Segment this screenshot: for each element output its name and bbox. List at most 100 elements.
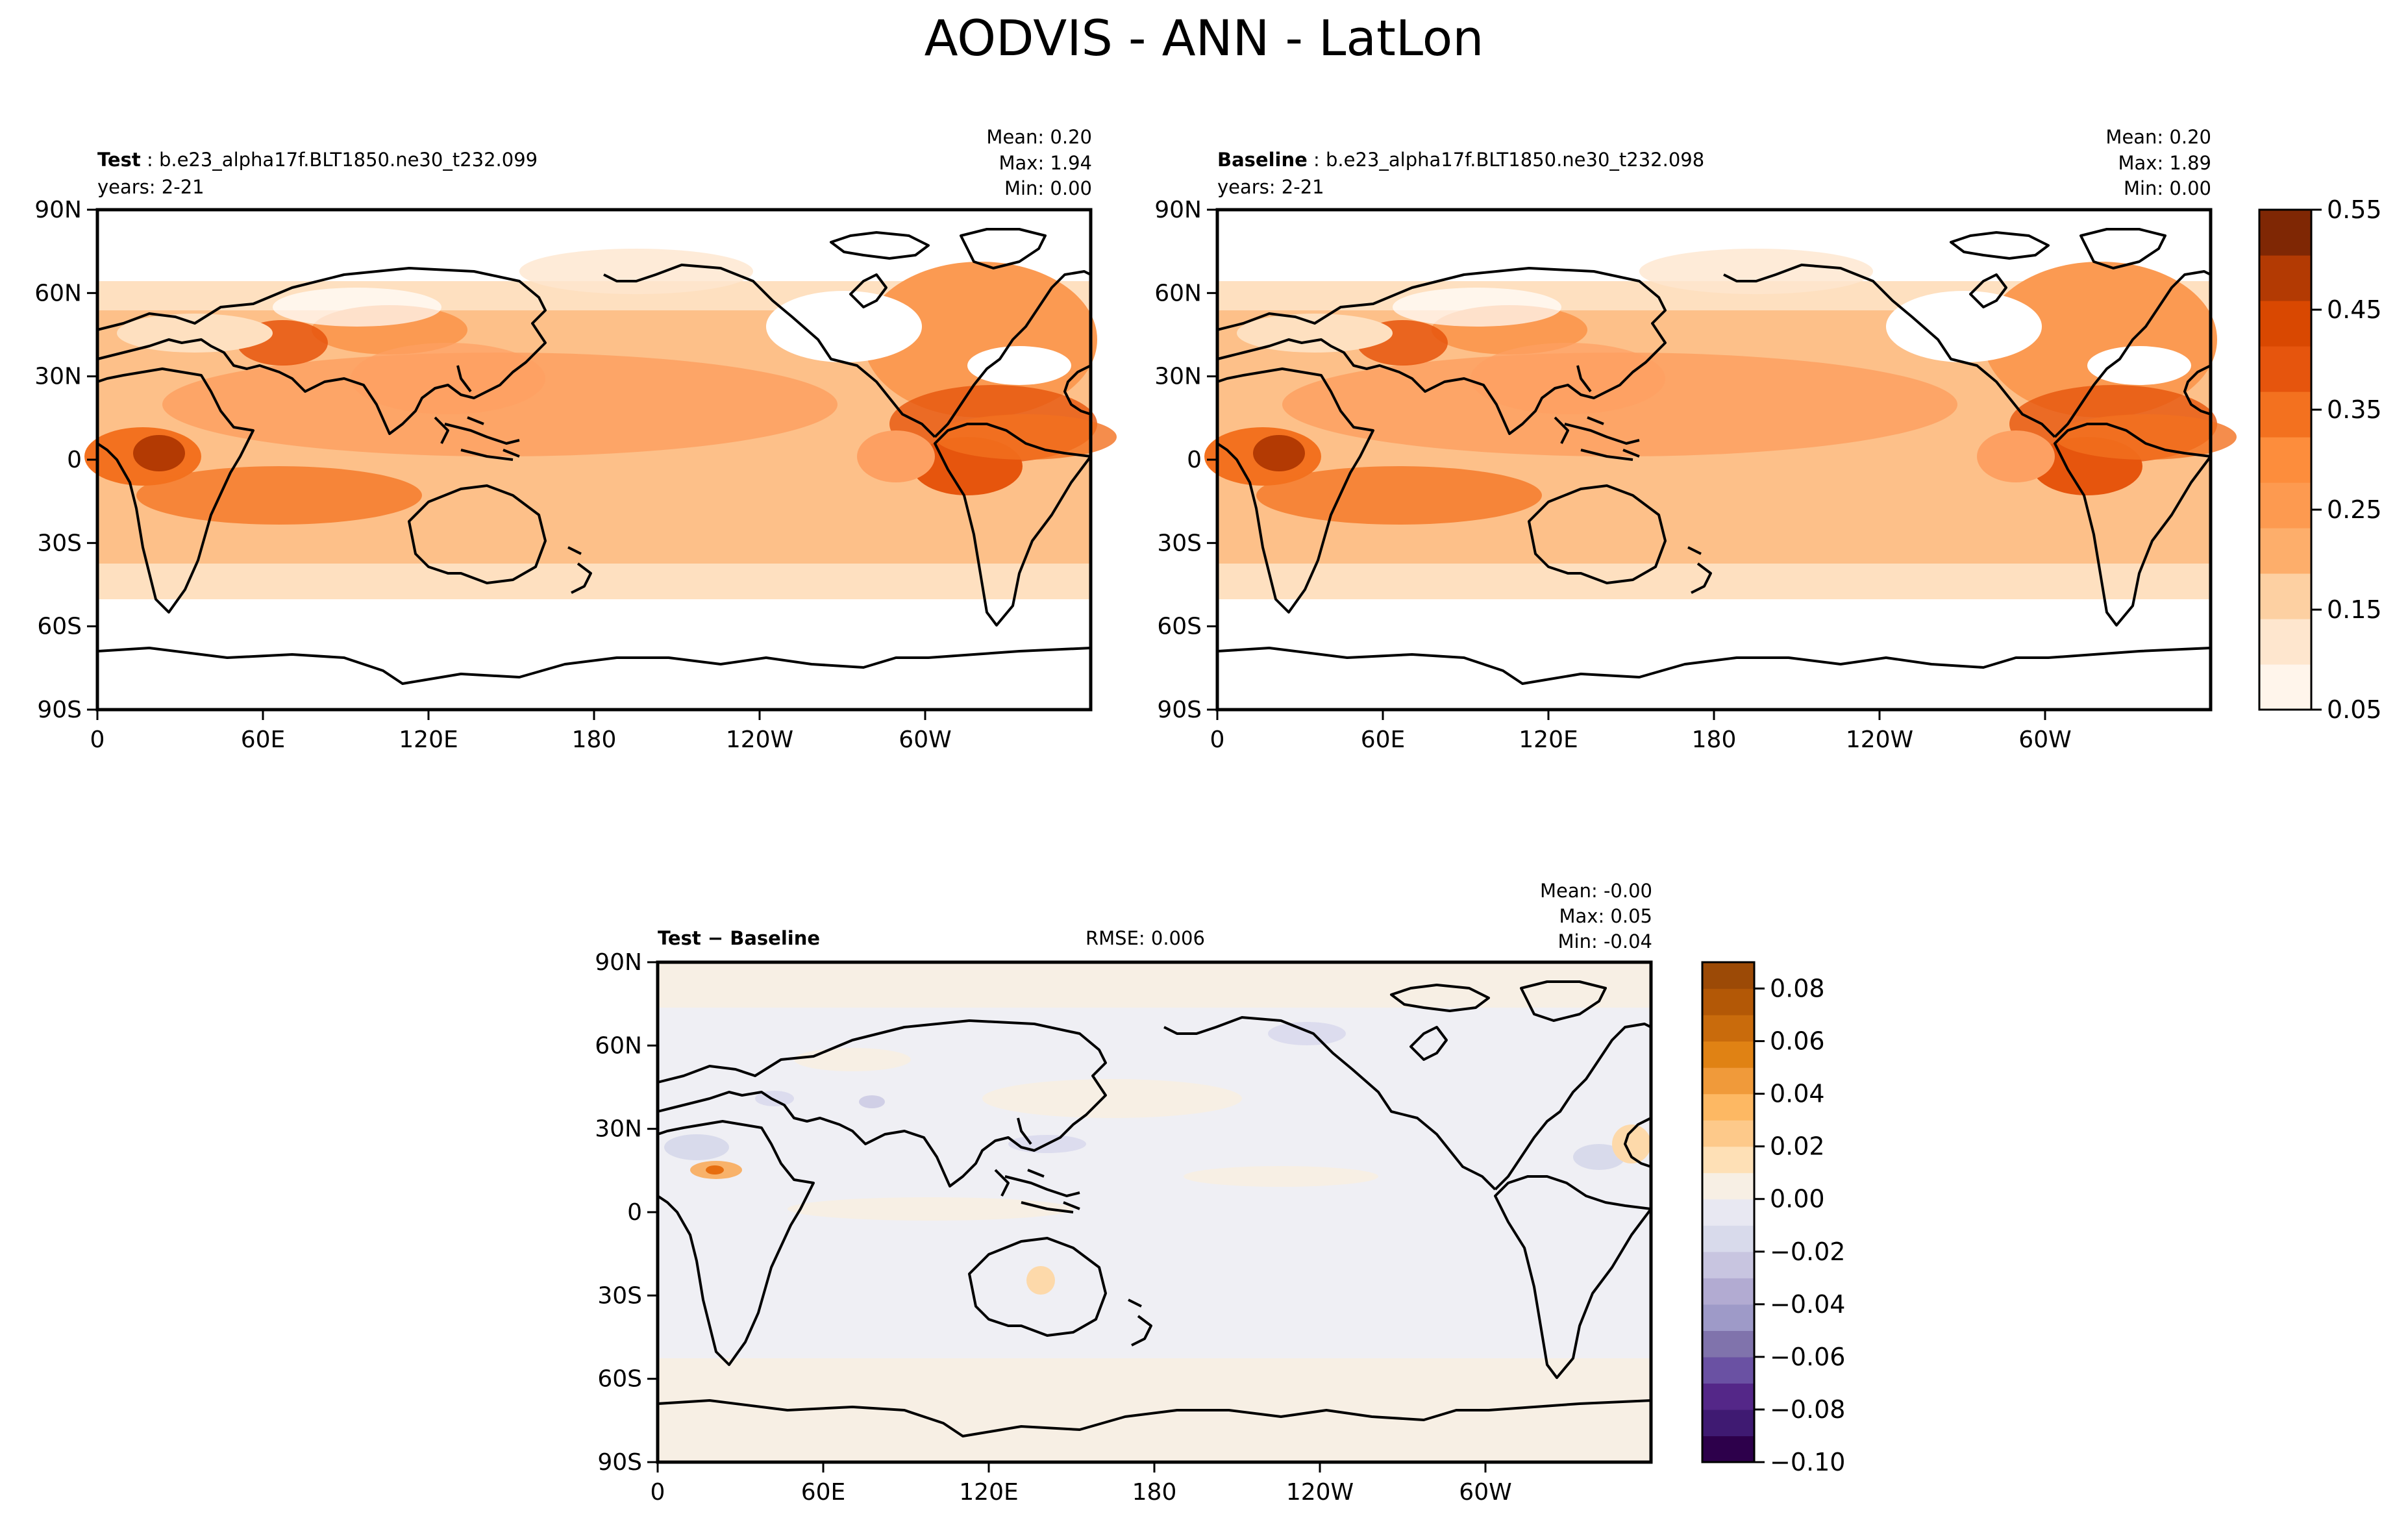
colorbar-segment bbox=[1702, 1330, 1754, 1358]
colorbar-tick-label: 0.25 bbox=[2327, 495, 2382, 524]
colorbar-segment bbox=[1702, 1278, 1754, 1305]
diff-rmse: RMSE: 0.006 bbox=[1086, 927, 1205, 949]
colorbar-segment bbox=[1702, 1251, 1754, 1278]
colorbar-tick-label: 0.55 bbox=[2327, 195, 2382, 224]
colorbar-segment bbox=[2259, 346, 2311, 392]
lon-tick-label: 60W bbox=[899, 727, 951, 753]
lon-tick-label: 120W bbox=[1846, 727, 1913, 753]
lon-tick-label: 120W bbox=[726, 727, 793, 753]
baseline-min: Min: 0.00 bbox=[2123, 177, 2211, 199]
baseline-mean: Mean: 0.20 bbox=[2105, 126, 2211, 148]
lat-tick-label: 60N bbox=[595, 1032, 642, 1059]
colorbar-segment bbox=[1702, 1199, 1754, 1226]
lat-tick-label: 30S bbox=[37, 530, 82, 556]
colorbar-diff: 0.08 0.06 0.04 0.02 0.00 −0.02 −0.04 −0.06 −0.08… bbox=[1701, 961, 1845, 1476]
diff-min: Min: -0.04 bbox=[1558, 930, 1652, 952]
test-ticks: 90N 60N 30N 0 30S 60S 90S 0 60E 120E 180 120W 60W bbox=[34, 197, 951, 753]
colorbar-segment bbox=[1702, 1041, 1754, 1068]
colorbar-segment bbox=[2259, 528, 2311, 574]
colorbar-tick-label: −0.10 bbox=[1770, 1448, 1845, 1476]
lon-tick-label: 180 bbox=[572, 727, 617, 753]
lat-tick-label: 30S bbox=[597, 1282, 642, 1309]
colorbar-frame bbox=[1701, 961, 1756, 1463]
lat-tick-label: 0 bbox=[67, 447, 82, 473]
colorbar-segment bbox=[1702, 1120, 1754, 1147]
lon-tick-label: 180 bbox=[1132, 1479, 1177, 1506]
lat-tick-label: 90N bbox=[34, 197, 82, 223]
lat-tick-label: 90S bbox=[597, 1449, 642, 1476]
colorbar-tick-label: −0.06 bbox=[1770, 1343, 1845, 1371]
diff-mean: Mean: -0.00 bbox=[1539, 880, 1652, 902]
lat-tick-label: 0 bbox=[627, 1199, 642, 1226]
colorbar-tick-label: −0.08 bbox=[1770, 1395, 1845, 1424]
colorbar-segment bbox=[2259, 301, 2311, 347]
baseline-label-case: : b.e23_alpha17f.BLT1850.ne30_t232.098 bbox=[1307, 149, 1705, 171]
colorbar-segment bbox=[2259, 210, 2311, 256]
colorbar-tick-label: 0.05 bbox=[2327, 695, 2382, 724]
colorbar-segment bbox=[1702, 1409, 1754, 1437]
test-min: Min: 0.00 bbox=[1004, 177, 1092, 199]
test-years: years: 2-21 bbox=[97, 176, 205, 198]
colorbar-segment bbox=[2259, 482, 2311, 528]
test-label-case: : b.e23_alpha17f.BLT1850.ne30_t232.099 bbox=[140, 149, 538, 171]
test-mean: Mean: 0.20 bbox=[986, 126, 1092, 148]
diff-map: 90N 60N 30N 0 30S 60S 90S 0 60E 120E 180 120W 60W bbox=[595, 949, 1653, 1506]
test-panel-label: Test : b.e23_alpha17f.BLT1850.ne30_t232.… bbox=[97, 148, 538, 171]
lat-tick-label: 90S bbox=[37, 697, 82, 723]
lat-tick-label: 30N bbox=[34, 364, 82, 390]
colorbar-tick-label: 0.00 bbox=[1770, 1185, 1825, 1213]
colorbar-segment bbox=[2259, 255, 2311, 301]
lon-tick-label: 120E bbox=[959, 1479, 1018, 1506]
colorbar-tick-label: 0.35 bbox=[2327, 395, 2382, 424]
colorbar-tick-label: −0.04 bbox=[1770, 1290, 1845, 1319]
lat-tick-label: 60S bbox=[37, 614, 82, 640]
lat-tick-label: 30S bbox=[1157, 530, 1202, 556]
colorbar-frame bbox=[2258, 208, 2313, 711]
lat-tick-label: 30N bbox=[1154, 364, 1202, 390]
lat-tick-label: 60S bbox=[597, 1366, 642, 1393]
lon-tick-label: 120E bbox=[399, 727, 458, 753]
lon-tick-label: 120W bbox=[1286, 1479, 1354, 1506]
lon-tick-label: 0 bbox=[90, 727, 105, 753]
lon-tick-label: 0 bbox=[651, 1479, 665, 1506]
test-label-bold: Test bbox=[97, 149, 141, 171]
lat-tick-label: 90N bbox=[1154, 197, 1202, 223]
figure-title: AODVIS - ANN - LatLon bbox=[924, 9, 1484, 67]
colorbar-segment bbox=[2259, 437, 2311, 483]
baseline-years: years: 2-21 bbox=[1217, 176, 1324, 198]
lat-tick-label: 90S bbox=[1157, 697, 1202, 723]
lon-tick-label: 0 bbox=[1210, 727, 1225, 753]
lon-tick-label: 60E bbox=[801, 1479, 846, 1506]
colorbar-tick-label: 0.04 bbox=[1770, 1080, 1825, 1108]
colorbar-segment bbox=[2259, 392, 2311, 438]
diff-panel-label: Test − Baseline bbox=[658, 927, 821, 949]
test-map: 90N 60N 30N 0 30S 60S 90S 0 60E 120E 180 120W 60W bbox=[34, 197, 1117, 753]
lon-tick-label: 60W bbox=[2018, 727, 2071, 753]
colorbar-segment bbox=[2259, 619, 2311, 665]
colorbar-tick-label: 0.15 bbox=[2327, 595, 2382, 624]
colorbar-tick-label: 0.06 bbox=[1770, 1027, 1825, 1056]
colorbar-segment bbox=[1702, 1225, 1754, 1252]
lat-tick-label: 30N bbox=[595, 1116, 642, 1143]
colorbar-segment bbox=[1702, 1356, 1754, 1384]
lon-tick-label: 60W bbox=[1459, 1479, 1511, 1506]
lon-tick-label: 180 bbox=[1692, 727, 1737, 753]
lat-tick-label: 0 bbox=[1187, 447, 1202, 473]
baseline-ticks: 90N 60N 30N 0 30S 60S 90S 0 60E 120E 180 120W 60W bbox=[1154, 197, 2071, 753]
lat-tick-label: 60S bbox=[1157, 614, 1202, 640]
lat-tick-label: 60N bbox=[34, 280, 82, 306]
colorbar-segment bbox=[1702, 988, 1754, 1015]
colorbar-segment bbox=[1702, 1015, 1754, 1042]
baseline-label-bold: Baseline bbox=[1217, 149, 1308, 171]
lon-tick-label: 60E bbox=[241, 727, 286, 753]
baseline-panel-label: Baseline : b.e23_alpha17f.BLT1850.ne30_t… bbox=[1217, 148, 1704, 171]
colorbar-segment bbox=[1702, 1383, 1754, 1410]
colorbar-main: 0.55 0.45 0.35 0.25 0.15 0.05 bbox=[2258, 195, 2382, 724]
lon-tick-label: 60E bbox=[1361, 727, 1406, 753]
colorbar-tick-label: 0.45 bbox=[2327, 295, 2382, 324]
lon-tick-label: 120E bbox=[1519, 727, 1578, 753]
colorbar-segment bbox=[1702, 1067, 1754, 1095]
lat-tick-label: 60N bbox=[1154, 280, 1202, 306]
